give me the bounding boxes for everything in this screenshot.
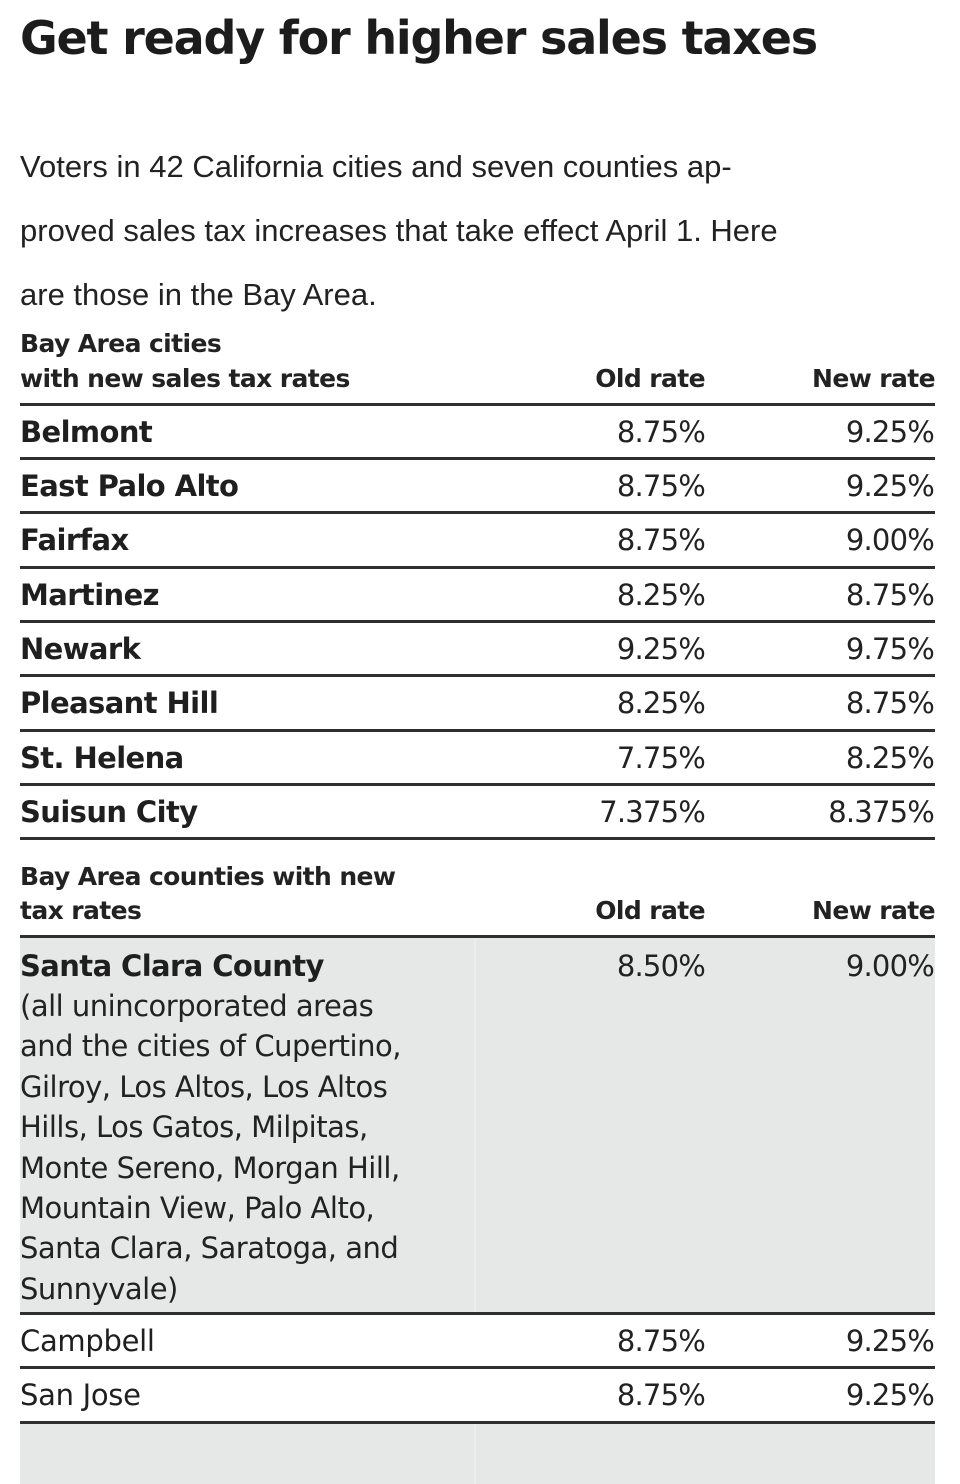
city-name: Belmont bbox=[20, 415, 153, 449]
intro-line: are those in the Bay Area. bbox=[20, 277, 377, 312]
city-name: Fairfax bbox=[20, 523, 129, 557]
row-divider bbox=[20, 620, 935, 623]
header-divider bbox=[20, 935, 935, 938]
old-rate: 7.75% bbox=[616, 741, 706, 775]
new-rate: 8.25% bbox=[845, 741, 935, 775]
city-name: Newark bbox=[20, 632, 141, 666]
new-rate: 8.375% bbox=[828, 795, 935, 829]
table-row: East Palo Alto 8.75% 9.25% bbox=[20, 460, 935, 512]
new-rate: 9.00% bbox=[845, 523, 935, 557]
row-divider bbox=[20, 783, 935, 786]
cities-caption-line: Bay Area cities bbox=[20, 329, 222, 358]
row-divider bbox=[20, 837, 935, 840]
cut-off-county-row bbox=[20, 1424, 935, 1484]
old-rate: 7.375% bbox=[599, 795, 706, 829]
city-name: Pleasant Hill bbox=[20, 686, 219, 720]
header-divider bbox=[20, 403, 935, 406]
new-rate-column-header: New rate bbox=[812, 896, 936, 925]
table-row: Pleasant Hill 8.25% 8.75% bbox=[20, 677, 935, 729]
table-row: Newark 9.25% 9.75% bbox=[20, 623, 935, 675]
old-rate: 8.25% bbox=[616, 686, 706, 720]
old-rate: 8.75% bbox=[616, 1378, 706, 1412]
santa-clara-county-row: Santa Clara County (all unincorporated a… bbox=[20, 938, 935, 1312]
county-note-line: Monte Sereno, Morgan Hill, bbox=[20, 1150, 400, 1185]
city-name: San Jose bbox=[20, 1378, 141, 1412]
city-name: Suisun City bbox=[20, 795, 198, 829]
county-note-line: Gilroy, Los Altos, Los Altos bbox=[20, 1069, 388, 1104]
old-rate-column-header: Old rate bbox=[595, 896, 705, 925]
table-row: Suisun City 7.375% 8.375% bbox=[20, 786, 935, 838]
county-note-line: Santa Clara, Saratoga, and bbox=[20, 1231, 399, 1266]
new-rate: 8.75% bbox=[845, 686, 935, 720]
old-rate: 8.75% bbox=[616, 469, 706, 503]
intro-line: Voters in 42 California cities and seven… bbox=[20, 149, 732, 184]
row-divider bbox=[20, 511, 935, 514]
row-divider bbox=[20, 1312, 935, 1315]
table-row: Belmont 8.75% 9.25% bbox=[20, 406, 935, 458]
city-name: Martinez bbox=[20, 578, 160, 612]
row-divider bbox=[20, 674, 935, 677]
new-rate: 9.25% bbox=[845, 1324, 935, 1358]
new-rate: 9.25% bbox=[845, 469, 935, 503]
county-note-line: Sunnyvale) bbox=[20, 1271, 178, 1306]
counties-caption-line: Bay Area counties with new bbox=[20, 862, 396, 891]
county-note-line: (all unincorporated areas bbox=[20, 989, 374, 1023]
table-row: Martinez 8.25% 8.75% bbox=[20, 569, 935, 621]
county-note-line: Hills, Los Gatos, Milpitas, bbox=[20, 1110, 368, 1145]
old-rate-column-header: Old rate bbox=[595, 364, 705, 393]
column-shade-split bbox=[474, 938, 476, 1312]
county-note-line: Mountain View, Palo Alto, bbox=[20, 1191, 375, 1226]
table-row: Fairfax 8.75% 9.00% bbox=[20, 514, 935, 566]
county-note-line: and the cities of Cupertino, bbox=[20, 1029, 401, 1064]
new-rate: 9.25% bbox=[845, 1378, 935, 1412]
city-name: Campbell bbox=[20, 1324, 155, 1358]
city-name: East Palo Alto bbox=[20, 469, 239, 503]
old-rate: 8.25% bbox=[616, 578, 706, 612]
row-divider bbox=[20, 457, 935, 460]
row-divider bbox=[20, 566, 935, 569]
new-rate-column-header: New rate bbox=[812, 364, 936, 393]
old-rate: 8.75% bbox=[616, 1324, 706, 1358]
intro-paragraph: Voters in 42 California cities and seven… bbox=[20, 135, 935, 327]
old-rate: 8.75% bbox=[616, 523, 706, 557]
new-rate: 8.75% bbox=[845, 578, 935, 612]
table-row: St. Helena 7.75% 8.25% bbox=[20, 732, 935, 784]
table-row: San Jose 8.75% 9.25% bbox=[20, 1369, 935, 1421]
old-rate: 8.50% bbox=[616, 949, 706, 983]
row-divider bbox=[20, 1366, 935, 1369]
row-divider bbox=[20, 729, 935, 732]
intro-line: proved sales tax increases that take eff… bbox=[20, 213, 778, 248]
new-rate: 9.00% bbox=[845, 949, 935, 983]
county-note: (all unincorporated areas and the cities… bbox=[20, 986, 470, 1309]
page-title: Get ready for higher sales taxes bbox=[20, 11, 818, 65]
old-rate: 9.25% bbox=[616, 632, 706, 666]
county-name: Santa Clara County bbox=[20, 949, 324, 983]
new-rate: 9.25% bbox=[845, 415, 935, 449]
counties-caption-line: tax rates bbox=[20, 896, 142, 925]
column-shade-split bbox=[474, 1424, 476, 1484]
old-rate: 8.75% bbox=[616, 415, 706, 449]
row-divider bbox=[20, 1421, 935, 1424]
city-name: St. Helena bbox=[20, 741, 184, 775]
table-row: Campbell 8.75% 9.25% bbox=[20, 1315, 935, 1367]
new-rate: 9.75% bbox=[845, 632, 935, 666]
cities-caption-line: with new sales tax rates bbox=[20, 364, 350, 393]
